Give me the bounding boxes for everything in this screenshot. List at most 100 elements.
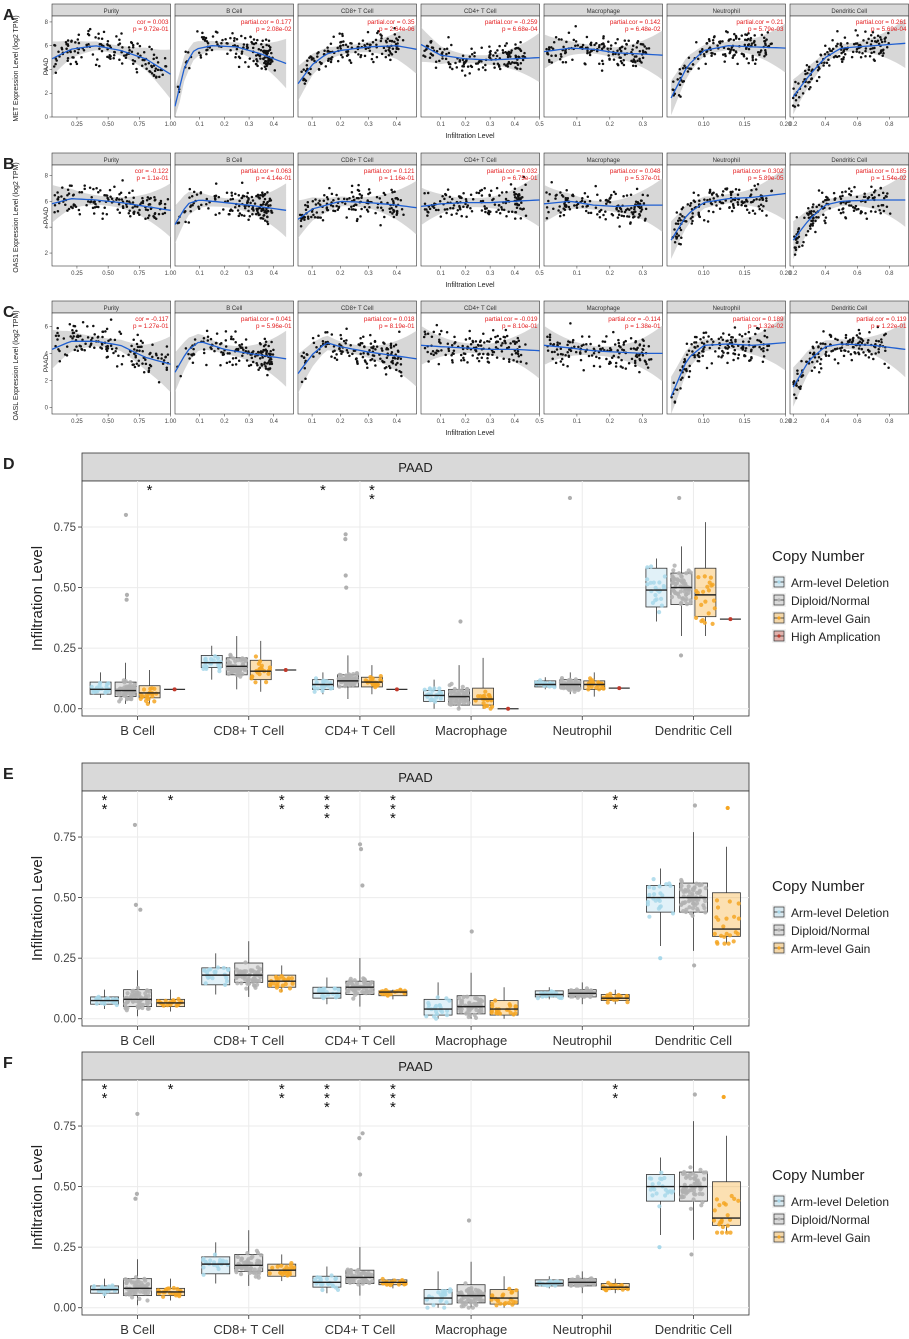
- y-tick-label: 6: [45, 324, 49, 330]
- data-point: [330, 333, 334, 336]
- data-point: [264, 365, 267, 368]
- data-point: [375, 55, 379, 59]
- data-point: [589, 211, 593, 215]
- data-point: [833, 197, 837, 201]
- data-point: [366, 30, 370, 34]
- data-point: [760, 209, 764, 213]
- data-point: [460, 214, 463, 218]
- data-point: [574, 44, 577, 47]
- data-point: [164, 64, 167, 68]
- data-point: [165, 345, 169, 348]
- data-point: [451, 67, 454, 71]
- data-point: [76, 51, 80, 55]
- data-point: [345, 216, 348, 219]
- data-point: [500, 350, 504, 353]
- data-point: [226, 967, 231, 973]
- data-point: [584, 209, 588, 213]
- data-point: [256, 38, 259, 42]
- data-point: [387, 54, 391, 57]
- data-point: [795, 384, 798, 387]
- data-point: [359, 336, 362, 340]
- data-point: [243, 36, 247, 40]
- data-point: [706, 220, 710, 223]
- data-point: [221, 965, 226, 971]
- data-point: [839, 197, 843, 200]
- data-point: [804, 72, 807, 76]
- data-point: [625, 1000, 630, 1005]
- data-point: [638, 357, 641, 361]
- data-point: [250, 195, 254, 199]
- data-point: [360, 989, 365, 995]
- y-tick-label: 8: [45, 173, 49, 179]
- data-point: [559, 352, 563, 356]
- data-point: [84, 342, 87, 346]
- data-point: [733, 53, 736, 57]
- data-point: [399, 363, 403, 366]
- data-point: [249, 674, 255, 679]
- data-point: [753, 212, 757, 215]
- data-point: [503, 339, 506, 342]
- data-point: [375, 195, 379, 199]
- data-point: [718, 40, 721, 44]
- data-point: [523, 51, 526, 55]
- data-point: [849, 204, 853, 207]
- data-point: [505, 334, 509, 338]
- data-point: [770, 189, 773, 193]
- p-value-label: p = 4.14e-01: [256, 175, 292, 182]
- data-point: [559, 53, 563, 56]
- y-tick-label: 8: [45, 20, 49, 26]
- data-point: [519, 360, 523, 363]
- data-point: [141, 362, 144, 365]
- data-point: [550, 61, 554, 64]
- data-point: [715, 193, 718, 196]
- data-point: [313, 676, 319, 681]
- data-point: [557, 38, 561, 41]
- x-tick-label: 0.5: [535, 419, 544, 425]
- x-tick-label: 0.6: [853, 122, 862, 128]
- data-point: [267, 352, 271, 356]
- data-point: [476, 357, 479, 360]
- data-point: [507, 50, 511, 54]
- data-point: [833, 358, 837, 361]
- data-point: [688, 364, 691, 368]
- data-point: [75, 329, 78, 333]
- data-point: [470, 53, 474, 56]
- data-point: [741, 345, 745, 348]
- data-point: [131, 201, 135, 204]
- data-point: [498, 67, 502, 71]
- data-point: [684, 602, 690, 607]
- data-point: [647, 914, 652, 919]
- data-point: [141, 687, 147, 692]
- data-point: [108, 188, 112, 192]
- data-point: [239, 981, 244, 986]
- data-point: [744, 204, 748, 208]
- data-point: [394, 50, 398, 54]
- data-point: [338, 346, 341, 350]
- data-point: [678, 72, 682, 75]
- data-point: [547, 46, 551, 49]
- data-point: [394, 205, 398, 208]
- data-point: [354, 50, 357, 54]
- data-point: [325, 196, 329, 199]
- data-point: [877, 351, 880, 354]
- data-point: [242, 43, 246, 46]
- data-point: [458, 58, 462, 62]
- data-point: [348, 354, 351, 358]
- data-point: [507, 358, 511, 361]
- x-tick-label: 0.10: [698, 271, 710, 277]
- data-point: [58, 360, 62, 363]
- panel-title: Purity: [104, 9, 119, 15]
- data-point: [62, 337, 66, 340]
- data-point: [130, 344, 133, 348]
- data-point: [392, 215, 396, 219]
- p-value-label: p = 1.54e-02: [871, 175, 907, 182]
- data-point: [673, 581, 678, 587]
- data-point: [562, 363, 565, 366]
- data-point: [631, 64, 635, 67]
- data-point: [813, 366, 816, 369]
- data-point: [794, 80, 797, 84]
- data-point: [842, 354, 846, 358]
- data-point: [819, 342, 822, 345]
- data-point: [515, 360, 519, 363]
- data-point: [401, 39, 405, 42]
